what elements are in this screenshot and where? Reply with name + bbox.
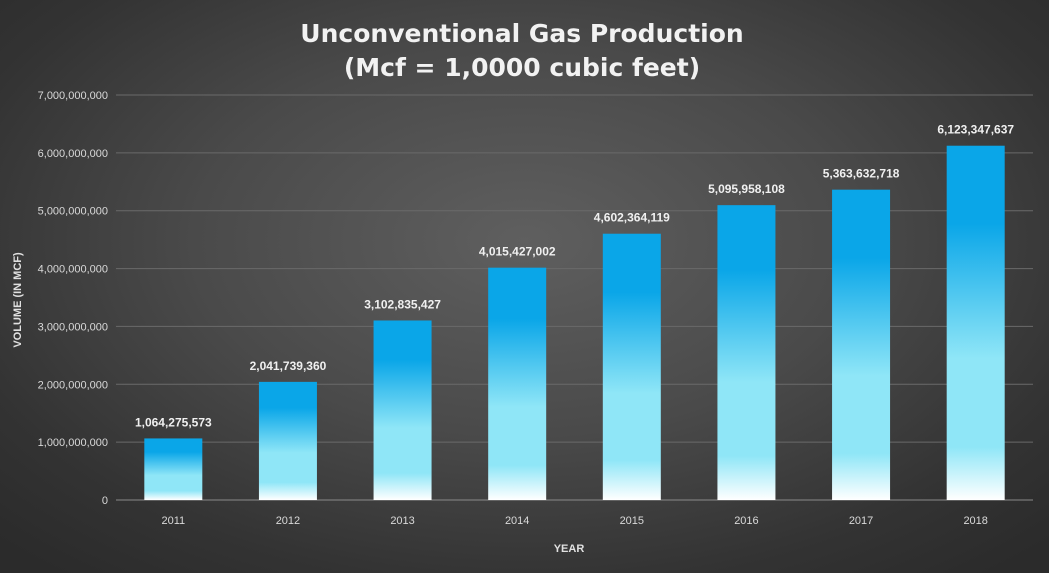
x-tick-label-2011: 2011 xyxy=(161,515,185,527)
bar-2014 xyxy=(488,267,547,500)
x-tick-label-2017: 2017 xyxy=(849,515,873,527)
y-tick-label: 5,000,000,000 xyxy=(38,206,108,218)
y-tick-label: 0 xyxy=(102,495,108,507)
x-tick-label-2014: 2014 xyxy=(505,515,529,527)
y-tick-label: 4,000,000,000 xyxy=(38,264,108,276)
x-tick-label-2012: 2012 xyxy=(276,515,300,527)
bar-2011 xyxy=(144,438,203,500)
bars xyxy=(144,145,1005,501)
data-label-2012: 2,041,739,360 xyxy=(250,359,327,373)
y-tick-label: 7,000,000,000 xyxy=(38,90,108,102)
data-label-2013: 3,102,835,427 xyxy=(364,297,441,311)
data-labels: 1,064,275,573 2,041,739,360 3,102,835,427 4… xyxy=(135,123,1014,430)
data-label-2014: 4,015,427,002 xyxy=(479,245,556,259)
data-label-2016: 5,095,958,108 xyxy=(708,182,785,196)
gridlines xyxy=(116,94,1033,501)
x-tick-label-2015: 2015 xyxy=(620,515,644,527)
bar-2016 xyxy=(717,205,776,501)
x-tick-label-2013: 2013 xyxy=(390,515,414,527)
bar-2015 xyxy=(602,233,661,500)
y-axis-ticks: 0 1,000,000,000 2,000,000,000 3,000,000,000… xyxy=(38,90,108,507)
data-label-2011: 1,064,275,573 xyxy=(135,415,212,429)
y-tick-label: 2,000,000,000 xyxy=(38,379,108,391)
bar-2017 xyxy=(832,189,891,500)
x-axis-ticks: 2011 2012 2013 2014 2015 2016 2017 2018 xyxy=(161,515,987,527)
y-tick-label: 3,000,000,000 xyxy=(38,321,108,333)
x-tick-label-2016: 2016 xyxy=(734,515,758,527)
y-tick-label: 6,000,000,000 xyxy=(38,148,108,160)
bar-2018 xyxy=(946,145,1005,501)
x-axis-title: YEAR xyxy=(554,543,585,555)
chart-title-line-1: Unconventional Gas Production xyxy=(300,19,743,48)
bar-2013 xyxy=(373,320,432,500)
data-label-2018: 6,123,347,637 xyxy=(937,123,1014,137)
x-tick-label-2018: 2018 xyxy=(963,515,987,527)
y-tick-label: 1,000,000,000 xyxy=(38,437,108,449)
chart-title-line-2: (Mcf = 1,0000 cubic feet) xyxy=(344,53,700,82)
data-label-2015: 4,602,364,119 xyxy=(594,211,670,225)
y-axis-title: VOLUME (IN MCF) xyxy=(12,252,24,348)
bar-2012 xyxy=(258,381,317,500)
data-label-2017: 5,363,632,718 xyxy=(823,167,900,181)
